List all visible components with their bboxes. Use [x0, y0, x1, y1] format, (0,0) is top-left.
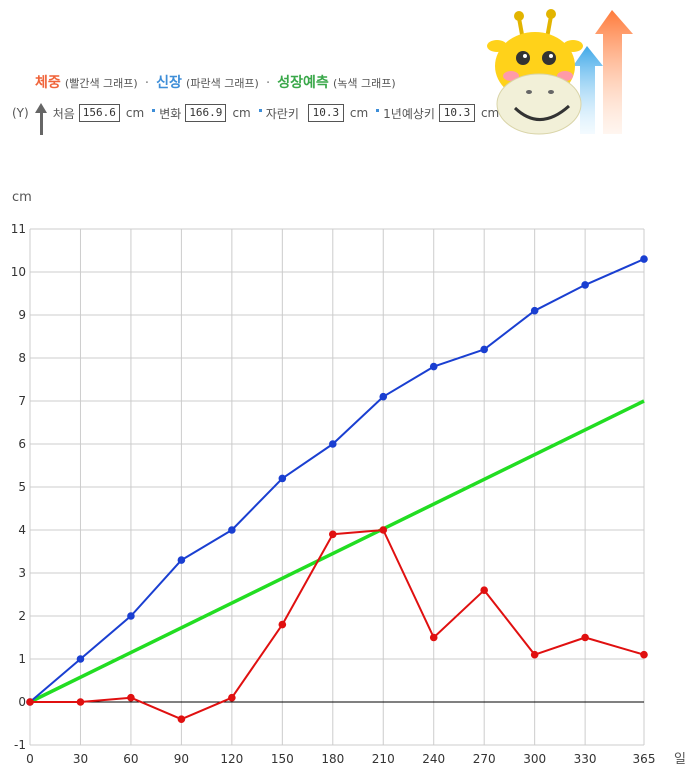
data-point [429, 362, 438, 371]
legend-growth: 성장예측 [277, 75, 329, 91]
legend-separator: · [266, 76, 271, 91]
series-line-2 [29, 399, 645, 704]
y-tick-label: -1 [14, 738, 26, 752]
data-point [228, 693, 236, 702]
changed-height-label: 변화 [159, 106, 182, 121]
changed-height-value: 166.9 [185, 104, 227, 122]
x-axis-unit-label: 일 [674, 752, 686, 767]
data-point [530, 306, 539, 315]
y-tick-label: 10 [11, 265, 26, 279]
data-point [127, 612, 135, 620]
x-tick-label: 120 [220, 752, 243, 766]
info-row: (Y) 처음 156.6 cm 변화 166.9 cm 자란키 10.3 cm … [12, 100, 500, 135]
unit-label: cm [232, 106, 251, 120]
unit-label: cm [480, 106, 500, 120]
legend-weight-note: (빨간색 그래프) [64, 77, 138, 90]
up-arrow-icon [34, 103, 47, 135]
data-point [278, 620, 287, 629]
data-point [640, 650, 648, 659]
data-point [228, 526, 236, 534]
x-tick-label: 30 [73, 752, 88, 766]
y-tick-label: 4 [18, 523, 26, 537]
predicted-height-value: 10.3 [438, 104, 475, 122]
data-point [26, 698, 34, 706]
data-point [278, 474, 287, 483]
y-tick-label: 11 [11, 222, 26, 236]
data-point [429, 633, 438, 642]
data-point [328, 440, 337, 448]
data-point [177, 556, 186, 564]
data-point [480, 345, 488, 354]
data-point [127, 693, 135, 702]
legend-separator: · [144, 76, 149, 91]
data-point [640, 255, 648, 263]
bullet-icon [152, 108, 156, 112]
giraffe-mascot-icon [487, 9, 633, 135]
y-tick-label: 0 [18, 695, 26, 709]
y-tick-label: 8 [18, 351, 26, 365]
predicted-height-label: 1년예상키 [383, 106, 435, 121]
y-tick-label: 1 [18, 652, 26, 666]
x-tick-label: 0 [26, 752, 34, 766]
y-tick-label: 9 [18, 308, 26, 322]
data-point [480, 586, 488, 594]
legend: 체중 (빨간색 그래프) · 신장 (파란색 그래프) · 성장예측 (녹색 그… [35, 72, 396, 92]
data-point [581, 281, 589, 289]
grown-height-label: 자란키 [265, 106, 299, 121]
y-axis-label: (Y) [12, 106, 29, 120]
data-point [76, 698, 85, 706]
x-tick-label: 60 [123, 752, 138, 766]
bullet-icon [258, 108, 262, 112]
legend-growth-note: (녹색 그래프) [332, 77, 396, 90]
first-height-label: 처음 [52, 106, 75, 121]
legend-height-note: (파란색 그래프) [186, 77, 259, 90]
x-tick-label: 330 [574, 752, 597, 766]
data-point [76, 655, 85, 663]
x-tick-label: 240 [422, 752, 445, 766]
y-tick-label: 5 [18, 480, 26, 494]
x-tick-label: 210 [372, 752, 395, 766]
grown-height-value: 10.3 [307, 104, 344, 122]
data-point [379, 526, 388, 534]
series-line-0 [29, 258, 645, 703]
legend-height: 신장 [156, 75, 182, 91]
y-tick-label: 7 [18, 394, 26, 408]
data-point [328, 530, 337, 539]
x-tick-label: 270 [473, 752, 496, 766]
first-height-value: 156.6 [78, 104, 120, 122]
unit-label: cm [125, 106, 145, 120]
data-point [581, 633, 589, 642]
x-tick-label: 365 [633, 752, 656, 766]
data-point [177, 715, 186, 723]
x-tick-label: 150 [271, 752, 294, 766]
y-axis-unit-label: cm [12, 190, 32, 205]
legend-weight: 체중 [35, 75, 61, 91]
y-tick-label: 6 [18, 437, 26, 451]
data-point [530, 650, 539, 659]
x-tick-label: 90 [174, 752, 189, 766]
x-tick-label: 300 [523, 752, 546, 766]
data-point [379, 392, 388, 401]
x-tick-label: 180 [321, 752, 344, 766]
bullet-icon [376, 108, 380, 112]
y-tick-label: 2 [18, 609, 26, 623]
unit-label: cm [349, 106, 369, 120]
y-tick-label: 3 [18, 566, 26, 580]
